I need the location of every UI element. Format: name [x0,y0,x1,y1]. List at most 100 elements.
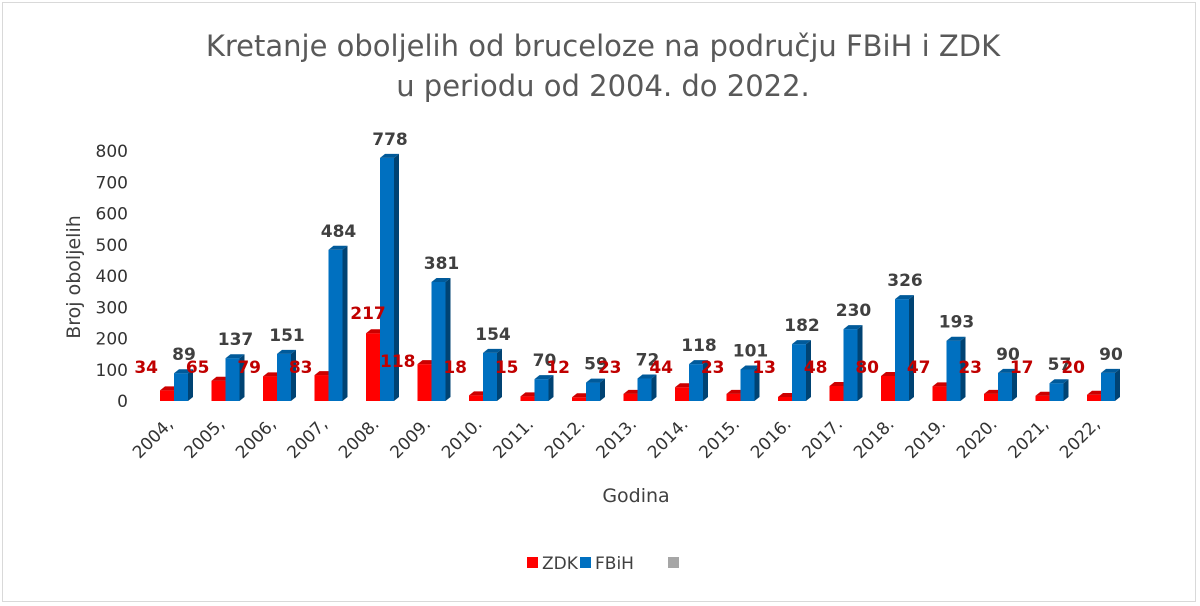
bar-fbih-top [586,378,605,383]
y-tick-label: 800 [96,142,128,162]
x-axis-ticks: 2004, 2005, 2006, 2007, 2008. 2009. 2010. 2011.… [129,414,1105,463]
bar-fbih-front [1101,372,1115,401]
data-label-fbih: 72 [636,351,660,371]
bar-fbih-side [600,378,605,401]
legend: ZDK FBiH [527,554,679,574]
bar-fbih-side [445,277,451,401]
data-label-zdk: 217 [350,304,386,324]
bar-fbih-front [998,372,1012,401]
x-tick-label: 2005, [180,414,229,463]
bar-fbih-front [225,358,240,401]
bar-fbih-top [431,277,451,282]
bar-fbih-front [328,249,343,401]
x-tick-label: 2022, [1056,414,1105,463]
bar-zdk-front [314,375,329,401]
data-label-zdk: 80 [855,358,879,378]
bar-fbih [946,336,966,401]
data-label-zdk: 20 [1061,358,1085,378]
bar-fbih-front [895,299,909,401]
bar-fbih [380,153,399,401]
x-tick-label: 2021, [1004,414,1053,463]
bar-zdk-front [263,376,277,401]
bar-fbih-top [277,349,296,354]
bar-zdk-front [469,395,483,401]
bar-fbih-top [740,365,760,370]
bar-zdk-front [160,390,174,401]
y-tick-label: 200 [96,330,128,350]
bar-fbih [689,360,708,401]
data-label-zdk: 18 [443,358,467,378]
x-tick-label: 2013. [592,414,641,463]
bar-fbih-front [946,340,961,401]
bar-fbih-side [291,349,296,401]
data-labels: 89 34 137 65 151 79 484 83 778 217 381 118 154 18 70 15… [134,130,1123,378]
data-label-fbih: 70 [533,351,557,371]
bar-fbih [1049,379,1069,401]
data-label-zdk: 44 [649,358,673,378]
y-axis-ticks: 0 100 200 300 400 500 600 700 800 [96,142,128,412]
y-tick-label: 0 [117,392,128,412]
data-label-zdk: 48 [804,358,828,378]
bar-fbih-front [740,369,755,401]
bar-fbih-top [895,295,914,300]
bar-fbih-top [483,348,502,353]
data-label-fbih: 90 [1099,345,1123,365]
data-label-zdk: 23 [701,358,725,378]
bar-zdk-front [675,387,689,401]
legend-swatch [580,557,591,568]
bar-fbih-top [637,374,657,379]
bar-fbih-front [637,378,652,401]
data-label-fbih: 57 [1048,355,1072,375]
bar-zdk-front [881,376,895,401]
legend-swatch [527,557,538,568]
legend-label: FBiH [595,554,634,574]
data-label-zdk: 23 [598,358,622,378]
data-label-zdk: 47 [907,358,931,378]
bar-fbih [1101,368,1120,401]
bar-fbih-side [1012,368,1017,401]
x-tick-label: 2020. [953,414,1002,463]
bar-fbih-side [651,374,657,401]
bar-fbih-side [703,360,708,401]
bar-fbih-top [1101,368,1120,373]
bar-fbih [483,348,502,401]
data-label-zdk: 83 [289,358,313,378]
bar-fbih [637,374,657,401]
data-label-zdk: 23 [958,358,982,378]
chart-title-line1: Kretanje oboljelih od bruceloze na podru… [206,29,1001,63]
data-label-zdk: 17 [1010,358,1034,378]
bar-fbih [534,375,554,401]
bar-zdk-front [623,393,638,401]
bars [160,153,1120,401]
y-tick-label: 500 [96,236,128,256]
data-label-fbih: 778 [372,130,408,150]
x-tick-label: 2007, [283,414,332,463]
bar-fbih-side [394,153,399,401]
x-tick-label: 2004, [129,414,178,463]
bar-fbih-front [586,382,600,401]
bar-fbih [431,277,451,401]
bar-fbih [843,325,863,401]
data-label-fbih: 193 [939,313,975,333]
bar-fbih [998,368,1017,401]
bar-fbih-side [754,365,760,401]
bar-fbih-top [689,360,708,365]
x-tick-label: 2011. [489,414,538,463]
bar-fbih [277,349,296,401]
bar-zdk-front [417,364,432,401]
bar-fbih-side [806,340,811,401]
bar-fbih [740,365,760,401]
data-label-fbih: 101 [733,341,769,361]
bar-fbih-front [689,364,703,401]
data-label-fbih: 118 [681,336,717,356]
y-tick-label: 300 [96,298,128,318]
y-tick-label: 700 [96,173,128,193]
bar-fbih-side [909,295,914,401]
bar-fbih-front [431,281,446,401]
bar-fbih-front [534,379,549,401]
y-tick-label: 600 [96,205,128,225]
y-tick-label: 100 [96,361,128,381]
bar-zdk-front [726,393,741,401]
x-tick-label: 2012. [541,414,590,463]
bar-fbih [895,295,914,401]
